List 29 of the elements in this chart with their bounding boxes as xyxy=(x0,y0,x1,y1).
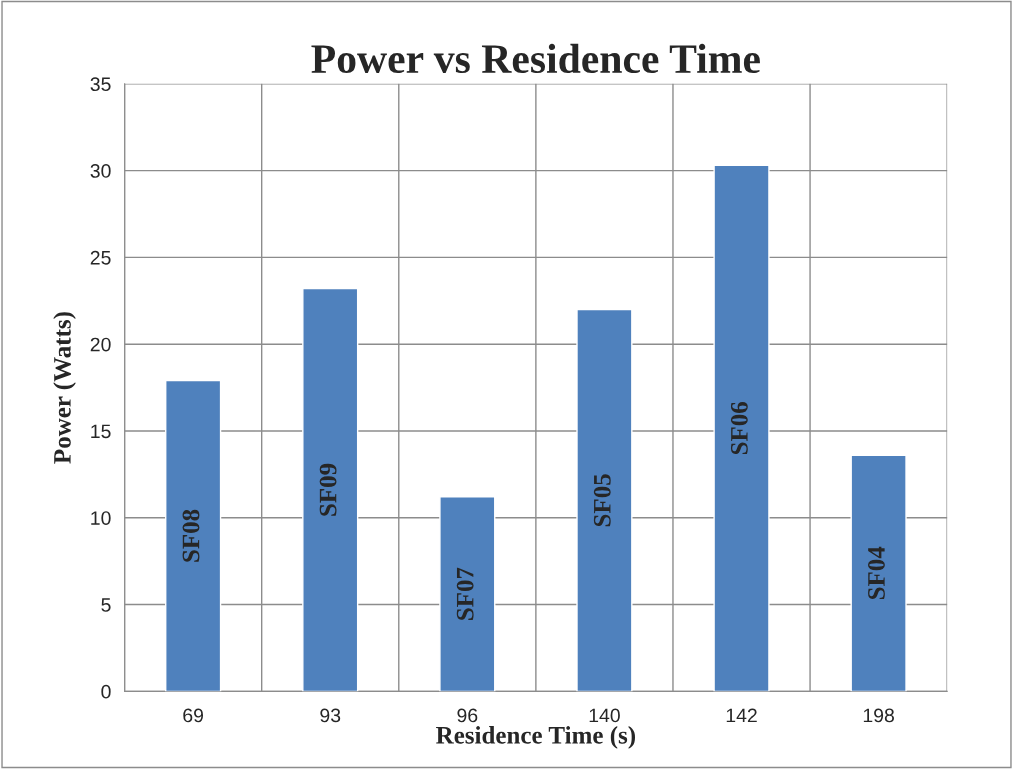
bar xyxy=(165,379,222,692)
annotation: SF05 xyxy=(593,474,611,527)
x-tick-label: 142 xyxy=(726,708,757,723)
y-tick-label: 20 xyxy=(90,337,111,352)
y-tick-label: 35 xyxy=(90,77,111,92)
bar xyxy=(576,308,633,692)
bar xyxy=(302,287,359,692)
x-tick-label: 93 xyxy=(320,708,341,723)
y-tick-label: 10 xyxy=(91,511,111,525)
annotation: SF09 xyxy=(319,463,337,516)
y-tick-label: 0 xyxy=(101,684,111,699)
chart-title: Power vs Residence Time xyxy=(311,43,760,74)
bar xyxy=(850,454,907,692)
x-tick-label: 198 xyxy=(863,708,894,723)
y-axis-title: Power (Watts) xyxy=(53,312,76,464)
y-tick-label: 25 xyxy=(90,250,111,265)
x-tick-label: 140 xyxy=(589,708,620,723)
bar xyxy=(713,164,770,692)
bar xyxy=(439,496,496,692)
x-tick-label: 96 xyxy=(457,708,478,723)
y-tick-label: 5 xyxy=(101,598,111,612)
annotation: SF07 xyxy=(456,567,474,620)
y-tick-label: 15 xyxy=(91,424,111,439)
y-tick-label: 30 xyxy=(90,164,111,178)
annotation: SF04 xyxy=(868,546,885,600)
x-axis-title: Residence Time (s) xyxy=(436,726,636,749)
x-tick-label: 69 xyxy=(183,708,204,723)
annotation: SF08 xyxy=(182,509,200,562)
annotation: SF06 xyxy=(730,402,748,455)
